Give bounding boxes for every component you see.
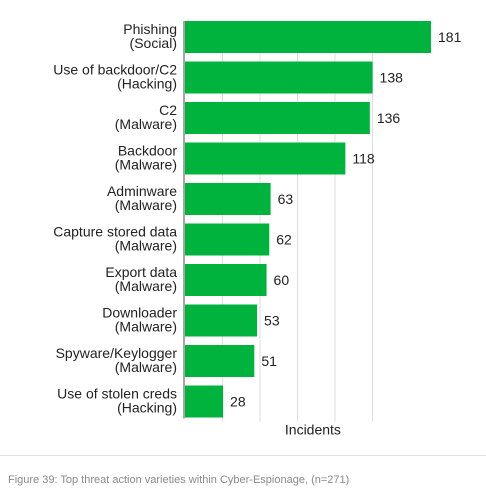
category-label-line: (Malware) [115, 278, 177, 294]
bar-chart: Phishing (Social)Use of backdoor/C2 (Hacki… [53, 21, 462, 438]
bars [185, 21, 431, 418]
value-label: 136 [377, 110, 401, 126]
bar [185, 304, 258, 337]
value-label: 62 [276, 232, 292, 248]
category-label-line: (Social) [130, 35, 177, 51]
category-label: Phishing (Social) [123, 21, 177, 51]
category-label-line: (Malware) [115, 116, 177, 132]
value-label: 138 [380, 70, 404, 86]
value-label: 118 [352, 151, 375, 167]
category-label-line: (Hacking) [117, 400, 177, 416]
category-label-line: Spyware/Keylogger [56, 345, 178, 361]
value-label: 60 [274, 272, 290, 288]
x-axis-title: Incidents [285, 422, 341, 438]
category-label: C2 (Malware) [115, 102, 177, 132]
category-label-line: (Malware) [115, 238, 177, 254]
category-labels: Phishing (Social)Use of backdoor/C2 (Hacki… [53, 21, 177, 416]
value-labels: 181 138 136 118 63 62 60 53 51 28 [230, 29, 462, 410]
category-label-line: Use of backdoor/C2 [53, 62, 177, 78]
category-label-line: (Malware) [115, 197, 177, 213]
bar [185, 183, 271, 215]
figure-caption: Figure 39: Top threat action varieties w… [8, 474, 350, 486]
bar [185, 142, 346, 175]
value-label: 51 [261, 353, 277, 369]
category-label-line: Use of stolen creds [57, 386, 177, 402]
category-label: Export data (Malware) [105, 264, 177, 294]
value-label: 63 [278, 191, 294, 207]
category-label: Capture stored data (Malware) [53, 224, 177, 254]
category-label: Spyware/Keylogger (Malware) [56, 345, 178, 375]
category-label-line: Capture stored data [53, 224, 177, 240]
bar [185, 223, 270, 256]
category-label-line: Adminware [107, 183, 177, 199]
category-label: Use of backdoor/C2 (Hacking) [53, 62, 177, 92]
bar [185, 345, 255, 377]
category-label-line: (Malware) [115, 319, 177, 335]
bar [185, 21, 431, 53]
category-label-line: Phishing [123, 21, 177, 37]
value-label: 53 [264, 313, 280, 329]
category-label-line: C2 [159, 102, 177, 118]
category-label-line: (Hacking) [117, 76, 177, 92]
category-label-line: (Malware) [115, 359, 177, 375]
bar [185, 61, 373, 94]
bar [185, 264, 267, 296]
category-label-line: Export data [105, 264, 177, 280]
caption-divider [0, 455, 486, 456]
bar [185, 102, 370, 134]
bar [185, 385, 224, 418]
category-label: Use of stolen creds (Hacking) [57, 386, 177, 416]
value-label: 28 [230, 394, 246, 410]
category-label-line: (Malware) [115, 157, 177, 173]
category-label: Downloader (Malware) [102, 305, 177, 335]
category-label-line: Downloader [102, 305, 177, 321]
category-label-line: Backdoor [118, 143, 177, 159]
category-label: Backdoor (Malware) [115, 143, 178, 173]
value-label: 181 [438, 29, 462, 45]
category-label: Adminware (Malware) [107, 183, 177, 213]
